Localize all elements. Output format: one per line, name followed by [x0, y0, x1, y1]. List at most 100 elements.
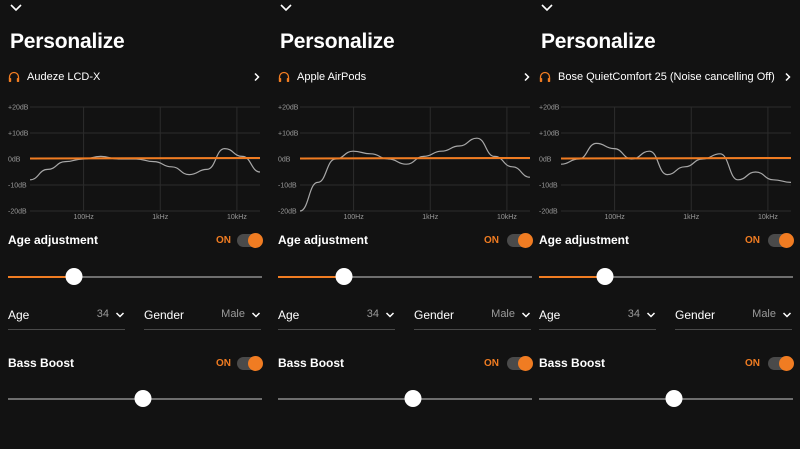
- bass-boost-state: ON: [484, 358, 499, 369]
- y-tick-label: +20dB: [278, 105, 299, 112]
- slider-track: [539, 276, 793, 278]
- eq-graph: +20dB +10dB 0dB -10dB -20dB 100Hz 1kHz 10kHz: [278, 105, 531, 221]
- headphones-icon: [278, 71, 290, 82]
- chevron-down-icon: [115, 312, 125, 318]
- x-tick-label: 10kHz: [497, 214, 517, 221]
- y-tick-label: -10dB: [8, 183, 27, 190]
- bass-boost-toggle[interactable]: [237, 356, 263, 371]
- bass-boost-slider[interactable]: [278, 390, 532, 408]
- chevron-down-icon: [646, 312, 656, 318]
- age-select[interactable]: Age 34: [539, 307, 656, 330]
- age-adjustment-toggle[interactable]: [507, 233, 533, 248]
- bass-boost-label: Bass Boost: [278, 356, 345, 370]
- bass-boost-toggle[interactable]: [768, 356, 794, 371]
- bass-boost-slider[interactable]: [539, 390, 793, 408]
- chevron-right-icon: [524, 72, 530, 82]
- gender-select[interactable]: Gender Male: [144, 307, 261, 330]
- age-select[interactable]: Age 34: [8, 307, 125, 330]
- y-tick-label: +20dB: [539, 105, 560, 112]
- slider-thumb[interactable]: [335, 268, 353, 285]
- device-selector[interactable]: Bose QuietComfort 25 (Noise cancelling O…: [539, 71, 793, 85]
- gender-label: Gender: [144, 308, 185, 322]
- toggle-knob: [518, 233, 533, 248]
- age-adjustment-state: ON: [216, 235, 231, 246]
- x-tick-label: 10kHz: [227, 214, 247, 221]
- toggle-knob: [518, 356, 533, 371]
- y-tick-label: +10dB: [539, 131, 560, 138]
- bass-boost-toggle[interactable]: [507, 356, 533, 371]
- gender-value: Male: [752, 308, 776, 320]
- bass-boost-state: ON: [216, 358, 231, 369]
- slider-track: [8, 276, 262, 278]
- target-curve: [560, 156, 792, 160]
- y-tick-label: -10dB: [278, 183, 297, 190]
- bass-boost-label: Bass Boost: [8, 356, 75, 370]
- age-value: 34: [366, 308, 379, 320]
- x-tick-label: 1kHz: [683, 214, 699, 221]
- age-adjustment-slider[interactable]: [539, 268, 793, 286]
- device-selector[interactable]: Audeze LCD-X: [8, 71, 262, 85]
- gender-select[interactable]: Gender Male: [414, 307, 531, 330]
- slider-thumb[interactable]: [65, 268, 83, 285]
- toggle-knob: [248, 233, 263, 248]
- headphones-icon: [539, 71, 551, 82]
- device-selector[interactable]: Apple AirPods: [278, 71, 532, 85]
- slider-track: [278, 276, 532, 278]
- chevron-right-icon: [254, 72, 260, 82]
- y-tick-label: 0dB: [278, 157, 291, 164]
- response-curve: [560, 142, 792, 183]
- y-tick-label: -10dB: [539, 183, 558, 190]
- age-adjustment-toggle[interactable]: [768, 233, 794, 248]
- collapse-chevron-icon[interactable]: [278, 0, 294, 16]
- response-curve: [29, 147, 261, 181]
- personalize-panel-3: Personalize Bose QuietComfort 25 (Noise …: [531, 0, 794, 449]
- chevron-down-icon: [251, 312, 261, 318]
- age-adjustment-label: Age adjustment: [278, 233, 369, 247]
- page-title: Personalize: [10, 30, 125, 53]
- gender-select[interactable]: Gender Male: [675, 307, 792, 330]
- age-select[interactable]: Age 34: [278, 307, 395, 330]
- slider-thumb[interactable]: [665, 390, 683, 407]
- x-tick-label: 10kHz: [758, 214, 778, 221]
- bass-boost-slider[interactable]: [8, 390, 262, 408]
- age-label: Age: [278, 308, 300, 322]
- x-tick-label: 1kHz: [152, 214, 168, 221]
- response-curve: [299, 137, 531, 212]
- y-tick-label: -20dB: [278, 209, 297, 216]
- device-name: Apple AirPods: [297, 71, 367, 83]
- gender-label: Gender: [414, 308, 455, 322]
- age-adjustment-label: Age adjustment: [539, 233, 630, 247]
- x-tick-label: 100Hz: [604, 214, 625, 221]
- y-tick-label: +20dB: [8, 105, 29, 112]
- y-tick-label: 0dB: [539, 157, 552, 164]
- toggle-knob: [779, 356, 794, 371]
- gender-value: Male: [221, 308, 245, 320]
- age-adjustment-slider[interactable]: [278, 268, 532, 286]
- headphones-icon: [8, 71, 20, 82]
- age-adjustment-state: ON: [745, 235, 760, 246]
- personalize-panel-1: Personalize Audeze LCD-X +20dB +10dB 0dB -1…: [0, 0, 263, 449]
- eq-graph: +20dB +10dB 0dB -10dB -20dB 100Hz 1kHz 10kHz: [8, 105, 261, 221]
- slider-thumb[interactable]: [596, 268, 614, 285]
- age-adjustment-toggle[interactable]: [237, 233, 263, 248]
- slider-fill: [539, 276, 606, 278]
- collapse-chevron-icon[interactable]: [8, 0, 24, 16]
- target-curve: [299, 156, 531, 160]
- slider-thumb[interactable]: [134, 390, 152, 407]
- age-adjustment-state: ON: [484, 235, 499, 246]
- age-adjustment-slider[interactable]: [8, 268, 262, 286]
- age-value: 34: [627, 308, 640, 320]
- slider-fill: [278, 276, 345, 278]
- age-adjustment-label: Age adjustment: [8, 233, 99, 247]
- slider-thumb[interactable]: [404, 390, 422, 407]
- slider-fill: [8, 276, 75, 278]
- page-title: Personalize: [541, 30, 656, 53]
- toggle-knob: [248, 356, 263, 371]
- age-label: Age: [539, 308, 561, 322]
- collapse-chevron-icon[interactable]: [539, 0, 555, 16]
- chevron-right-icon: [785, 72, 791, 82]
- bass-boost-label: Bass Boost: [539, 356, 606, 370]
- age-value: 34: [96, 308, 109, 320]
- x-tick-label: 100Hz: [343, 214, 364, 221]
- device-name: Audeze LCD-X: [27, 71, 101, 83]
